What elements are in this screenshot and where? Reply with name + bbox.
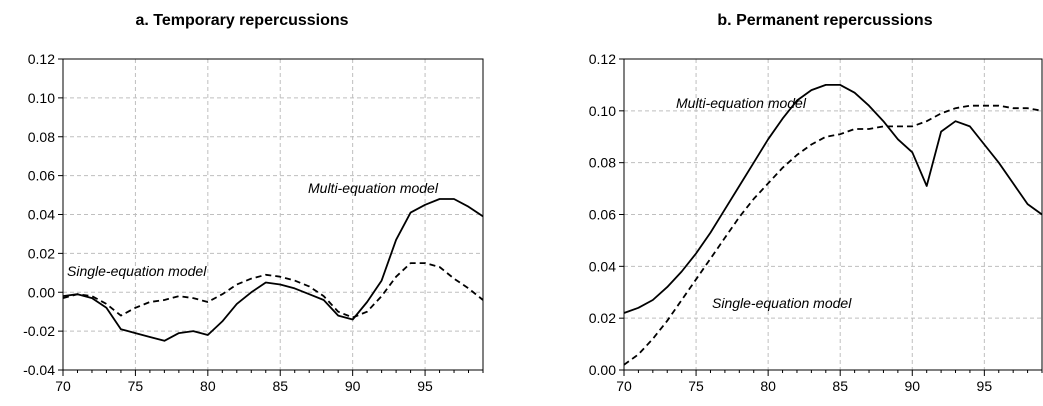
panel-a-grid [63, 59, 483, 370]
panel-a-xtick-label: 85 [272, 378, 288, 394]
panel-a-ytick-label: 0.12 [28, 51, 55, 67]
panel-a-series-multi-equation [62, 198, 484, 342]
panel-a-annotation-multi: Multi-equation model [308, 180, 439, 196]
panel-b-ytick-label: 0.04 [589, 258, 616, 274]
panel-b-series-single-equation [623, 104, 1043, 366]
panel-a-ytick-label: 0.08 [28, 129, 55, 145]
panel-b-annotation-multi: Multi-equation model [676, 95, 807, 111]
panel-b-ytick-label: 0.00 [589, 362, 616, 378]
panel-b-permanent: b. Permanent repercussions 0.000.020.040… [589, 12, 1043, 394]
panel-a-ytick-label: 0.00 [28, 284, 55, 300]
panel-b-xtick-label: 95 [977, 378, 993, 394]
panel-a-ytick-label: 0.10 [28, 90, 55, 106]
panel-b-series-multi-equation [623, 84, 1043, 314]
panel-b-x-axis: 70 75 80 85 90 95 [616, 370, 1043, 394]
panel-b-y-axis: 0.00 0.02 0.04 0.06 0.08 0.10 0.12 [589, 51, 624, 378]
panel-b-ytick-label: 0.10 [589, 103, 616, 119]
panel-a-lines [62, 198, 484, 342]
panel-b-xtick-label: 80 [760, 378, 776, 394]
panel-a-series-single-equation [62, 262, 484, 319]
panel-b-ytick-label: 0.12 [589, 51, 616, 67]
panel-a-ytick-label: 0.02 [28, 245, 55, 261]
panel-a-annotation-single: Single-equation model [67, 263, 207, 279]
panel-a-y-axis: -0.04 -0.02 0.00 0.02 0.04 0.06 0.08 0.10 0.12 [23, 51, 63, 378]
panel-a-ytick-label: -0.02 [23, 323, 55, 339]
panel-b-ytick-label: 0.06 [589, 207, 616, 223]
panel-a-xtick-label: 70 [55, 378, 71, 394]
panel-b-annotation-single: Single-equation model [712, 295, 852, 311]
panel-b-title: b. Permanent repercussions [717, 12, 932, 29]
panel-a-title: a. Temporary repercussions [135, 12, 348, 29]
panel-a-temporary: a. Temporary repercussions -0.04 -0.02 0.0… [23, 12, 484, 394]
panel-a-ytick-label: 0.06 [28, 168, 55, 184]
panel-a-xtick-label: 75 [128, 378, 144, 394]
panel-a-xtick-label: 90 [345, 378, 361, 394]
panel-a-x-axis: 70 75 80 85 90 95 [55, 370, 484, 394]
panel-b-lines [623, 84, 1043, 366]
panel-a-xtick-label: 95 [417, 378, 433, 394]
panel-b-ytick-label: 0.08 [589, 155, 616, 171]
panel-b-grid [624, 59, 1042, 370]
panel-b-xtick-label: 70 [616, 378, 632, 394]
panel-a-ytick-label: -0.04 [23, 362, 55, 378]
panel-b-ytick-label: 0.02 [589, 310, 616, 326]
panel-b-xtick-label: 90 [904, 378, 920, 394]
panel-b-xtick-label: 75 [688, 378, 704, 394]
panel-a-xtick-label: 80 [200, 378, 216, 394]
panel-b-xtick-label: 85 [832, 378, 848, 394]
panel-a-ytick-label: 0.04 [28, 207, 55, 223]
